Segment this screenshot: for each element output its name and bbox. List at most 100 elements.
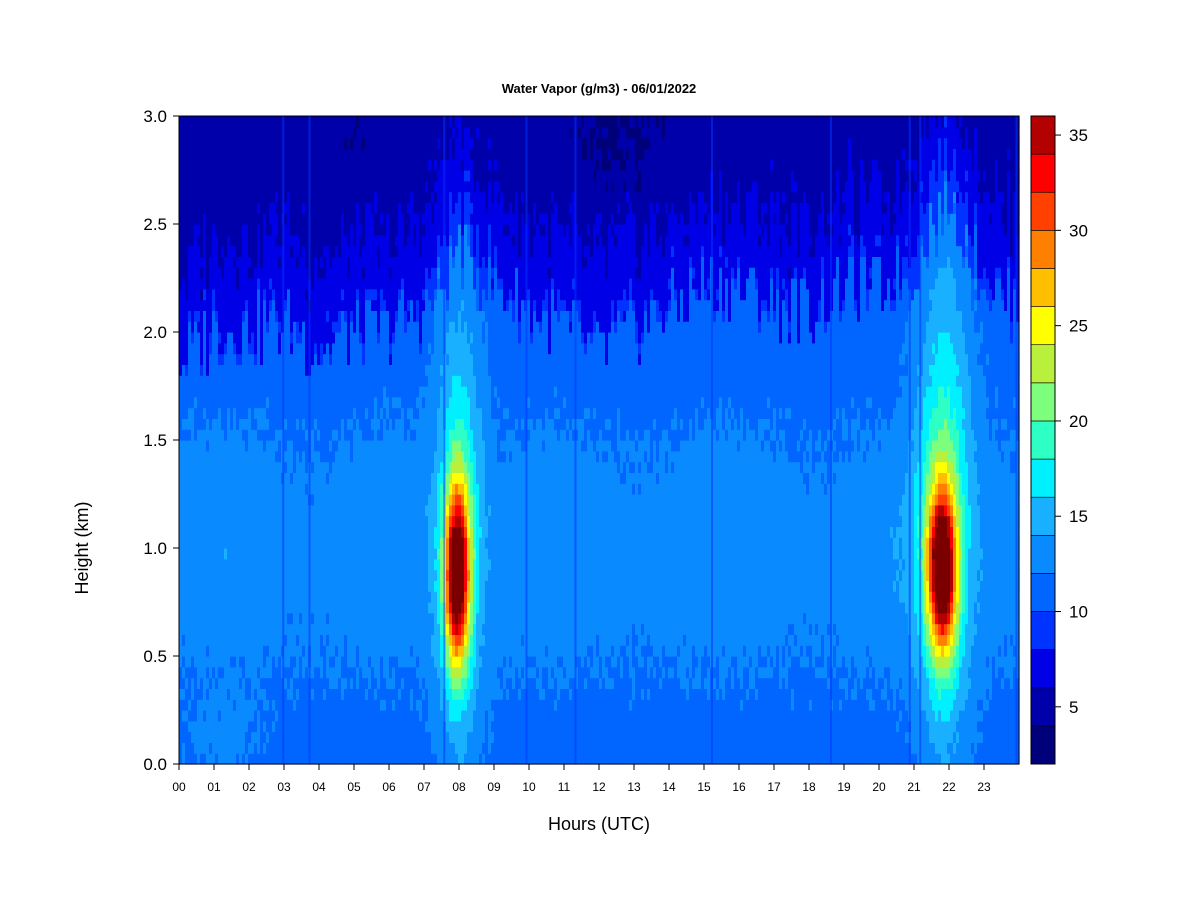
heatmap-cell [191, 310, 195, 322]
heatmap-cell [218, 126, 222, 139]
heatmap-cell [188, 569, 192, 581]
heatmap-cell [209, 224, 213, 236]
heatmap-cell [233, 623, 237, 635]
heatmap-cell [236, 612, 240, 625]
heatmap-cell [209, 580, 213, 592]
heatmap-cell [230, 256, 234, 268]
heatmap-cell [215, 353, 219, 365]
heatmap-cell [233, 537, 237, 549]
heatmap-cell [221, 202, 225, 214]
heatmap-cell [197, 634, 201, 646]
heatmap-cell [212, 602, 216, 614]
heatmap-cell [185, 299, 189, 311]
heatmap-cell [203, 234, 207, 247]
heatmap-cell [200, 591, 204, 603]
heatmap-cell [203, 699, 207, 711]
heatmap-cell [218, 472, 222, 484]
heatmap-cell [212, 720, 216, 733]
heatmap-cell [230, 753, 234, 765]
heatmap-cell [233, 418, 237, 430]
heatmap-cell [209, 504, 213, 517]
heatmap-cell [230, 634, 234, 646]
heatmap-cell [233, 688, 237, 700]
heatmap-cell [236, 126, 240, 139]
heatmap-cell [227, 126, 231, 139]
heatmap-cell [209, 148, 213, 160]
heatmap-cell [194, 310, 198, 322]
heatmap-cell [236, 418, 240, 430]
heatmap-cell [227, 731, 231, 743]
heatmap-cell [227, 386, 231, 398]
heatmap-cell [218, 213, 222, 225]
heatmap-cell [209, 548, 213, 560]
heatmap-cell [212, 213, 216, 225]
heatmap-cell [179, 418, 183, 430]
heatmap-cell [182, 321, 186, 333]
heatmap-cell [191, 461, 195, 473]
heatmap-cell [185, 548, 189, 560]
heatmap-cell [209, 656, 213, 668]
heatmap-cell [197, 234, 201, 247]
heatmap-cell [179, 515, 183, 527]
heatmap-cell [215, 494, 219, 506]
heatmap-cell [224, 450, 228, 463]
heatmap-cell [239, 558, 243, 571]
heatmap-cell [206, 558, 210, 571]
heatmap-cell [215, 148, 219, 160]
heatmap-cell [182, 418, 186, 430]
heatmap-cell [233, 429, 237, 441]
heatmap-cell [215, 656, 219, 668]
heatmap-cell [233, 666, 237, 679]
heatmap-cell [188, 591, 192, 603]
heatmap-cell [236, 569, 240, 581]
heatmap-cell [191, 148, 195, 160]
heatmap-cell [194, 742, 198, 754]
heatmap-cell [191, 440, 195, 452]
heatmap-cell [194, 191, 198, 203]
heatmap-cell [236, 245, 240, 257]
heatmap-cell [194, 580, 198, 592]
heatmap-cell [185, 580, 189, 592]
heatmap-cell [230, 677, 234, 689]
heatmap-cell [224, 256, 228, 268]
heatmap-cell [233, 364, 237, 376]
heatmap-cell [203, 375, 207, 387]
heatmap-cell [197, 224, 201, 236]
heatmap-cell [188, 699, 192, 711]
heatmap-cell [191, 137, 195, 149]
heatmap-cell [197, 332, 201, 344]
heatmap-cell [197, 483, 201, 495]
heatmap-cell [215, 699, 219, 711]
heatmap-cell [185, 623, 189, 635]
heatmap-cell [224, 191, 228, 203]
heatmap-cell [218, 710, 222, 722]
heatmap-cell [197, 321, 201, 333]
heatmap-cell [194, 245, 198, 257]
heatmap-cell [200, 159, 204, 171]
heatmap-cell [215, 137, 219, 149]
heatmap-cell [218, 418, 222, 430]
heatmap-cell [215, 569, 219, 581]
heatmap-cell [191, 418, 195, 430]
heatmap-cell [191, 353, 195, 365]
heatmap-cell [233, 494, 237, 506]
heatmap-cell [212, 375, 216, 387]
heatmap-cell [197, 515, 201, 527]
heatmap-cell [239, 645, 243, 657]
heatmap-cell [227, 353, 231, 365]
heatmap-cell [188, 267, 192, 279]
heatmap-cell [200, 245, 204, 257]
heatmap-cell [200, 407, 204, 419]
heatmap-cell [209, 288, 213, 301]
heatmap-cell [182, 558, 186, 571]
heatmap-cell [197, 569, 201, 581]
heatmap-cell [200, 580, 204, 592]
heatmap-cell [179, 342, 183, 355]
heatmap-cell [233, 634, 237, 646]
heatmap-cell [215, 753, 219, 765]
heatmap-cell [230, 515, 234, 527]
heatmap-cell [215, 256, 219, 268]
heatmap-cell [203, 332, 207, 344]
heatmap-cell [203, 321, 207, 333]
heatmap-cell [233, 353, 237, 365]
